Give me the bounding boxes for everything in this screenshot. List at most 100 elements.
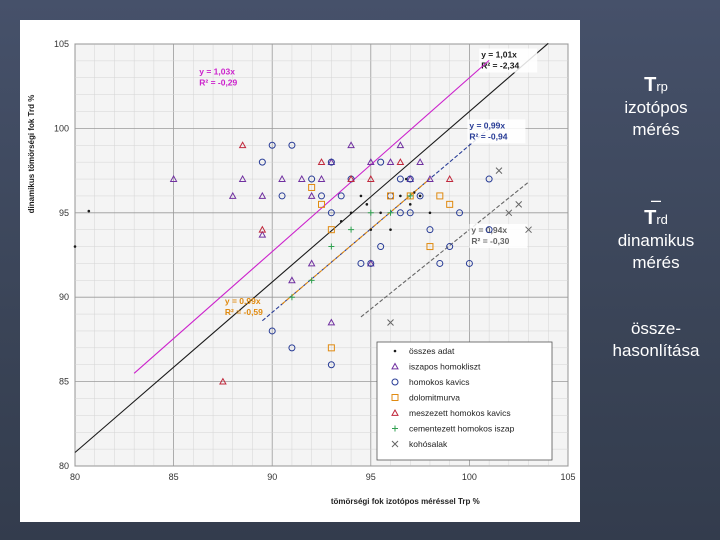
x-tick-label: 90 [267,472,277,482]
legend-marker [391,378,399,386]
regression-line [133,59,490,374]
legend-label: dolomitmurva [409,393,460,403]
data-point [327,318,336,326]
data-point [396,175,404,183]
data-point [258,158,266,166]
data-point [327,344,335,352]
data-point [387,192,395,200]
legend-label: homokos kavics [409,377,469,387]
data-point [436,259,444,267]
data-point [446,243,454,251]
y-tick-label: 80 [59,461,69,471]
data-point [366,259,375,267]
data-point [73,245,77,248]
regression-equation: y = 1,03x [199,66,235,76]
data-point [406,209,414,217]
y-tick-label: 100 [54,123,69,133]
data-point [307,191,316,199]
data-point [348,226,355,233]
legend-label: összes adat [409,346,455,356]
regression-r2: R² = -0,30 [471,236,509,246]
data-point [366,158,375,166]
legend-marker [391,408,399,416]
data-point [386,158,395,166]
data-point [278,175,286,182]
data-point [365,203,369,206]
data-point [416,158,424,166]
data-point [377,243,385,251]
data-point [328,243,335,250]
legend-marker [392,425,398,432]
x-axis-label: tömörségi fok izotópos méréssel Trp % [331,497,480,506]
data-point [396,141,405,149]
data-point [366,175,375,182]
data-point [426,243,434,251]
chart-panel: 80 85 90 95 100 105 80 85 90 95 100 105 tömörségi fo… [20,20,580,522]
x-tick-label: 80 [70,472,80,482]
y-tick-label: 105 [54,39,69,49]
regression-equation: y = 1,01x [481,50,517,60]
t-rd-line1: dinamikus [617,231,695,250]
data-point [87,209,91,213]
data-point [428,211,432,215]
regression-r2: R² = -0,29 [199,77,237,87]
legend-marker [393,349,397,353]
data-point [416,192,424,200]
data-point [307,259,316,267]
data-point [367,209,374,216]
data-point [278,192,286,200]
data-point [387,209,394,216]
side-text-block-3: össze- hasonlítása [594,318,718,362]
data-point [268,327,276,335]
regression-label-bg [469,224,528,249]
regression-equation: y = 0,94x [471,225,507,235]
data-point [367,259,375,267]
data-point [347,175,355,182]
data-point [288,141,296,149]
data-point [337,192,345,200]
data-point [485,175,493,183]
t-rp-line2: mérés [632,120,680,139]
data-point [446,200,454,208]
side-dash: – [650,190,661,210]
y-axis-label: dinamikus tömörségi fok Trd % [27,95,36,214]
data-point [339,219,343,223]
x-tick-label: 85 [169,472,179,482]
data-point [228,191,237,199]
data-point [288,344,296,352]
data-point [297,175,306,182]
x-tick-label: 100 [462,472,477,482]
data-point [389,228,392,231]
data-point [426,226,434,234]
data-point [377,158,385,166]
data-point [317,158,326,166]
regression-line [281,178,431,305]
data-point [407,192,414,199]
t-rd-line2: mérés [632,253,680,272]
data-point [238,141,247,149]
data-point [418,194,422,198]
data-point [399,194,402,198]
comparison-line1: össze- [630,319,682,338]
legend-label: kohósalak [409,439,448,449]
legend-marker [391,440,399,448]
side-text-block-1: Trp izotópos mérés [594,74,718,141]
legend-label: iszapos homokliszt [409,362,481,372]
data-point [379,211,382,215]
regression-equation: y = 0,99x [469,120,505,130]
data-point [436,192,444,200]
t-rp-line1: izotópos [624,98,688,117]
data-point [317,175,326,182]
data-point [359,194,363,198]
data-point [258,230,267,238]
data-point [318,200,325,208]
data-point [406,175,414,183]
data-point [396,209,404,217]
data-point [268,141,276,149]
data-point [456,209,464,217]
data-point [505,209,513,217]
data-point [525,226,532,234]
data-point [258,225,267,233]
data-point [495,167,503,174]
data-point [465,259,473,267]
